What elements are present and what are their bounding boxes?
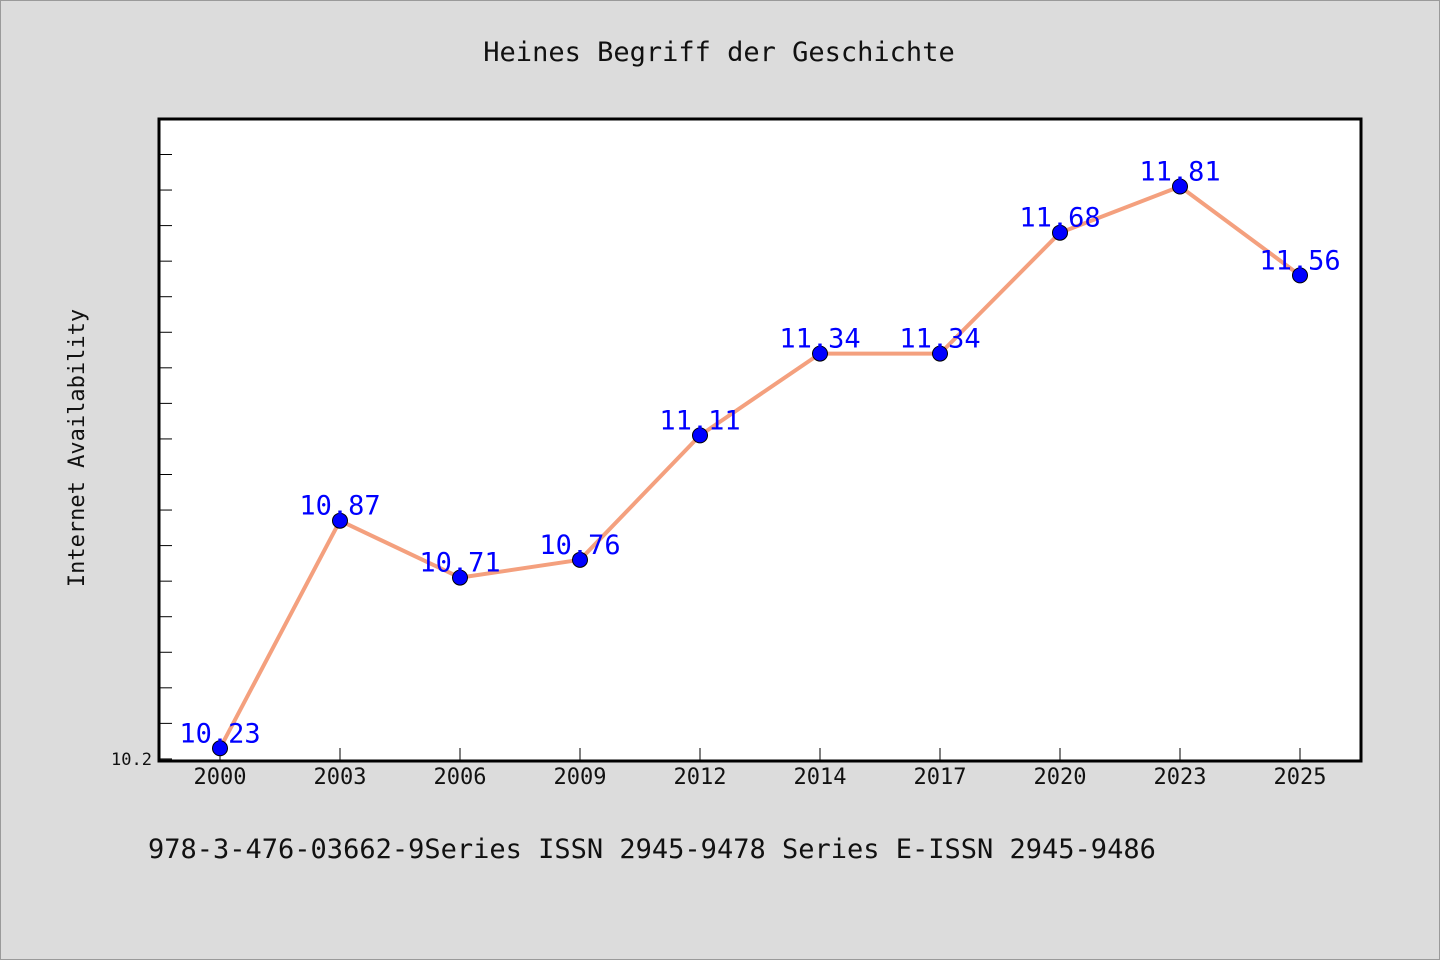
series-layer: 10.23 10.87 10.71 10.76 11.11 11.34 11.34 11.68… [179,156,1341,757]
x-tick-label: 2012 [674,765,727,790]
x-tick-label: 2006 [434,765,487,790]
x-tick-label: 2017 [914,765,967,790]
plot-area [157,117,1363,763]
y-tick-label: 10.2 [111,750,152,770]
data-point [1172,178,1188,195]
data-label: 10.71 [419,548,500,579]
data-point [1292,267,1308,284]
x-tick-label: 2000 [194,765,247,790]
y-axis-label: Internet Availability [65,309,90,587]
data-label: 11.68 [1019,203,1100,234]
data-point [212,740,228,757]
data-label: 11.34 [899,324,980,355]
data-point [812,345,828,362]
data-label: 11.56 [1259,245,1340,276]
x-tick-label: 2014 [794,765,847,790]
footer-note: 978-3-476-03662-9Series ISSN 2945-9478 S… [148,834,1156,865]
x-tick-label: 2003 [314,765,367,790]
x-tick-label: 2009 [554,765,607,790]
chart-title: Heines Begriff der Geschichte [483,37,954,68]
x-tick-label: 2023 [1154,765,1207,790]
data-label: 10.87 [299,491,380,522]
data-point [572,551,588,568]
x-tick-label: 2025 [1274,765,1327,790]
data-label: 10.23 [179,718,260,749]
data-point [452,569,468,586]
series-line [218,184,1302,750]
y-axis-ticks: 10.2 [111,153,172,770]
data-label: 11.81 [1139,156,1220,187]
data-label: 11.34 [779,324,860,355]
data-point [1052,224,1068,241]
data-label: 11.11 [659,405,740,436]
data-point [332,512,348,529]
data-label: 10.76 [539,530,620,561]
data-point [932,345,948,362]
x-tick-label: 2020 [1034,765,1087,790]
data-point [692,427,708,444]
x-axis-ticks: 2000 2003 2006 2009 2012 2014 2017 2020 2023 2025 [194,748,1327,790]
